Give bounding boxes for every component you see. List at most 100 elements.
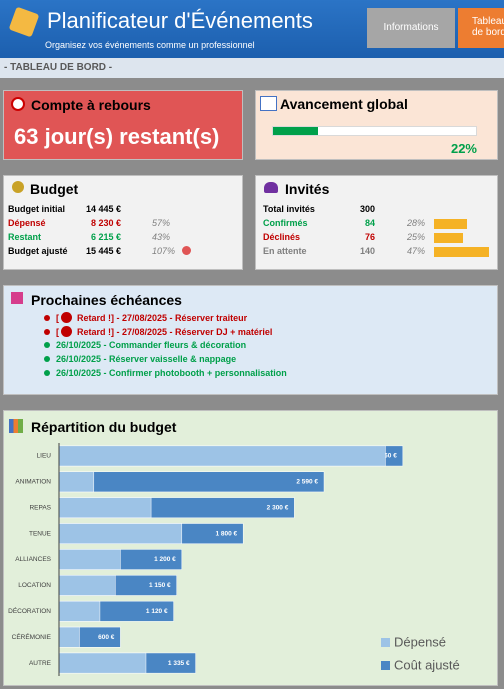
progress-fill	[273, 127, 318, 135]
chart-icon	[260, 96, 277, 111]
category-label: AUTRE	[29, 660, 52, 667]
deadline-item: 26/10/2025 - Confirmer photobooth + pers…	[44, 368, 287, 378]
legend-swatch	[381, 638, 390, 647]
money-icon	[12, 181, 24, 193]
value-label: 1 800 €	[215, 530, 237, 537]
card-title: Compte à rebours	[31, 97, 151, 113]
pin-icon	[11, 292, 23, 304]
bar	[58, 497, 152, 519]
budget-share: 107%	[152, 246, 176, 256]
value-label: 1 335 €	[168, 660, 190, 667]
guest-label: Confirmés	[263, 218, 308, 228]
card-title: Budget	[30, 181, 79, 197]
progress-card: Avancement global 22%	[255, 90, 498, 160]
budget-label: Budget ajusté	[8, 246, 68, 256]
guest-count: 300	[359, 204, 375, 214]
card-title: Prochaines échéances	[31, 292, 182, 308]
guest-count: 76	[364, 232, 375, 242]
deadline-tag: [	[56, 312, 59, 323]
bar	[58, 471, 325, 493]
legend-label: Dépensé	[394, 634, 446, 649]
bar	[58, 445, 386, 467]
clock-icon	[11, 97, 25, 111]
deadline-text: Retard !] - 27/08/2025 - Réserver DJ + m…	[77, 326, 273, 337]
deadline-item: [Retard !] - 27/08/2025 - Réserver DJ + …	[44, 326, 272, 337]
logo-icon	[8, 6, 40, 38]
app-subtitle: Organisez vos événements comme un profes…	[45, 40, 255, 50]
value-label: 1 150 €	[149, 582, 171, 589]
guest-bar	[434, 233, 464, 243]
guest-share: 28%	[407, 218, 426, 228]
category-label: ALLIANCES	[15, 556, 51, 563]
category-label: ANIMATION	[15, 479, 51, 486]
late-icon	[61, 312, 72, 323]
category-label: LIEU	[37, 453, 52, 460]
countdown-card: Compte à rebours 63 jour(s) restant(s)	[3, 90, 243, 160]
button-label: Tableau de bord	[472, 16, 504, 38]
category-label: LOCATION	[18, 582, 51, 589]
legend-swatch	[381, 661, 390, 670]
guest-share: 47%	[407, 246, 426, 256]
guest-label: Total invités	[263, 204, 315, 214]
bar-icon	[9, 419, 23, 433]
guest-bar	[434, 219, 467, 229]
late-icon	[61, 326, 72, 337]
budget-amount: 15 445 €	[85, 246, 121, 256]
category-label: TENUE	[29, 530, 52, 537]
budget-card: Budget Budget initial 14 445 € Dépensé 8 23…	[3, 175, 243, 270]
alert-dot	[182, 246, 191, 255]
guest-count: 140	[359, 246, 375, 256]
bar	[58, 626, 80, 648]
budget-amount: 14 445 €	[85, 204, 121, 214]
breadcrumb: - TABLEAU DE BORD -	[0, 58, 504, 78]
guest-label: En attente	[263, 246, 307, 256]
bullet	[44, 370, 50, 376]
countdown-text: 63 jour(s) restant(s)	[14, 124, 220, 149]
legend-label: Coût ajusté	[394, 657, 460, 672]
bar	[58, 652, 147, 674]
budget-amount: 6 215 €	[90, 232, 121, 242]
value-label: 1 200 €	[154, 556, 176, 563]
bar	[58, 523, 183, 544]
bar	[58, 575, 116, 596]
chart-title: Répartition du budget	[31, 419, 177, 435]
guests-card: Invités Total invités 300 Confirmés 84 28% Dé…	[255, 175, 498, 270]
category-label: DÉCORATION	[8, 606, 51, 615]
deadline-item: 26/10/2025 - Réserver vaisselle & nappag…	[44, 354, 236, 364]
budget-amount: 8 230 €	[90, 218, 121, 228]
budget-label: Budget initial	[8, 204, 65, 214]
value-label: 600 €	[98, 634, 115, 641]
chart: LIEU 3 360 € ANIMATION 2 590 € REPAS 2 300 € T…	[8, 443, 460, 676]
app-title: Planificateur d'Événements	[47, 8, 313, 33]
dashboard-button[interactable]: Tableau de bord	[458, 8, 504, 48]
bar	[58, 471, 95, 493]
bar	[58, 549, 121, 570]
bar	[58, 600, 101, 622]
deadline-item: [ Retard !] - 27/08/2025 - Réserver trait…	[44, 312, 247, 323]
deadline-text: 26/10/2025 - Commander fleurs & décorati…	[56, 340, 247, 350]
bullet	[44, 314, 50, 321]
budget-label: Dépensé	[8, 218, 46, 228]
category-label: REPAS	[29, 504, 51, 511]
deadline-text: 26/10/2025 - Confirmer photobooth + pers…	[56, 368, 287, 378]
bullet	[44, 356, 50, 362]
chart-card: Répartition du budget LIEU 3 360 € ANIMATI…	[3, 410, 498, 686]
guest-share: 25%	[407, 232, 426, 242]
bullet	[44, 342, 50, 348]
budget-share: 57%	[152, 218, 171, 228]
budget-share: 43%	[152, 232, 171, 242]
value-label: 2 300 €	[267, 504, 289, 511]
deadline-item: 26/10/2025 - Commander fleurs & décorati…	[44, 340, 246, 350]
deadlines-card: Prochaines échéances [Retard !] - 27/08/…	[3, 285, 498, 395]
info-button[interactable]: Informations	[367, 8, 455, 48]
guest-bar	[434, 247, 489, 257]
guest-count: 84	[364, 218, 375, 228]
header: Planificateur d'Événements Organisez vos…	[0, 0, 504, 58]
value-label: 1 120 €	[146, 608, 168, 615]
value-label: 3 360 €	[375, 453, 397, 460]
progress-track	[272, 126, 477, 136]
category-label: CÉRÉMONIE	[12, 632, 52, 641]
people-icon	[264, 182, 278, 193]
deadline-text: Retard !] - 27/08/2025 - Réserver traite…	[77, 312, 248, 323]
budget-label: Restant	[8, 232, 42, 242]
